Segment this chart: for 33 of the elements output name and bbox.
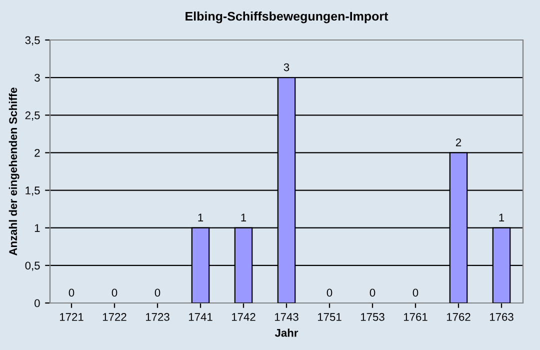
data-label: 0 xyxy=(370,288,376,297)
y-tick-label: 0,5 xyxy=(25,262,40,271)
y-tick-label: 0 xyxy=(34,299,40,308)
x-tick-label: 1742 xyxy=(232,313,256,321)
data-label: 0 xyxy=(412,288,418,297)
data-label: 2 xyxy=(456,138,462,146)
x-tick-label: 1721 xyxy=(60,313,84,321)
data-label: 0 xyxy=(68,288,74,297)
y-axis-title: Anzahl der eingehenden Schiffe xyxy=(8,88,20,256)
x-axis-title: Jahr xyxy=(274,328,298,337)
y-tick-label: 3,5 xyxy=(25,36,40,46)
x-tick-label: 1741 xyxy=(188,313,212,321)
y-tick-label: 3 xyxy=(34,74,40,82)
x-tick-label: 1751 xyxy=(318,313,342,321)
data-label: 1 xyxy=(499,214,504,222)
x-tick-label: 1743 xyxy=(274,313,298,321)
y-tick-label: 1 xyxy=(34,224,40,232)
x-tick-label: 1761 xyxy=(404,313,428,321)
data-label: 0 xyxy=(154,288,160,297)
x-tick-label: 1722 xyxy=(102,313,126,321)
x-tick-label: 1753 xyxy=(360,313,384,321)
y-tick-label: 2,5 xyxy=(25,111,40,121)
data-label: 1 xyxy=(198,214,204,222)
y-tick-label: 2 xyxy=(34,148,40,157)
data-label: 0 xyxy=(112,288,118,297)
chart-title: Elbing-Schiffsbewegungen-Import xyxy=(186,11,388,24)
data-label: 0 xyxy=(326,288,332,297)
x-tick-label: 1762 xyxy=(446,313,470,321)
y-tick-label: 1,5 xyxy=(26,186,40,196)
data-label: 3 xyxy=(284,63,290,72)
x-tick-label: 1723 xyxy=(146,313,170,321)
data-label: 1 xyxy=(241,214,246,222)
x-tick-label: 1763 xyxy=(490,313,514,321)
